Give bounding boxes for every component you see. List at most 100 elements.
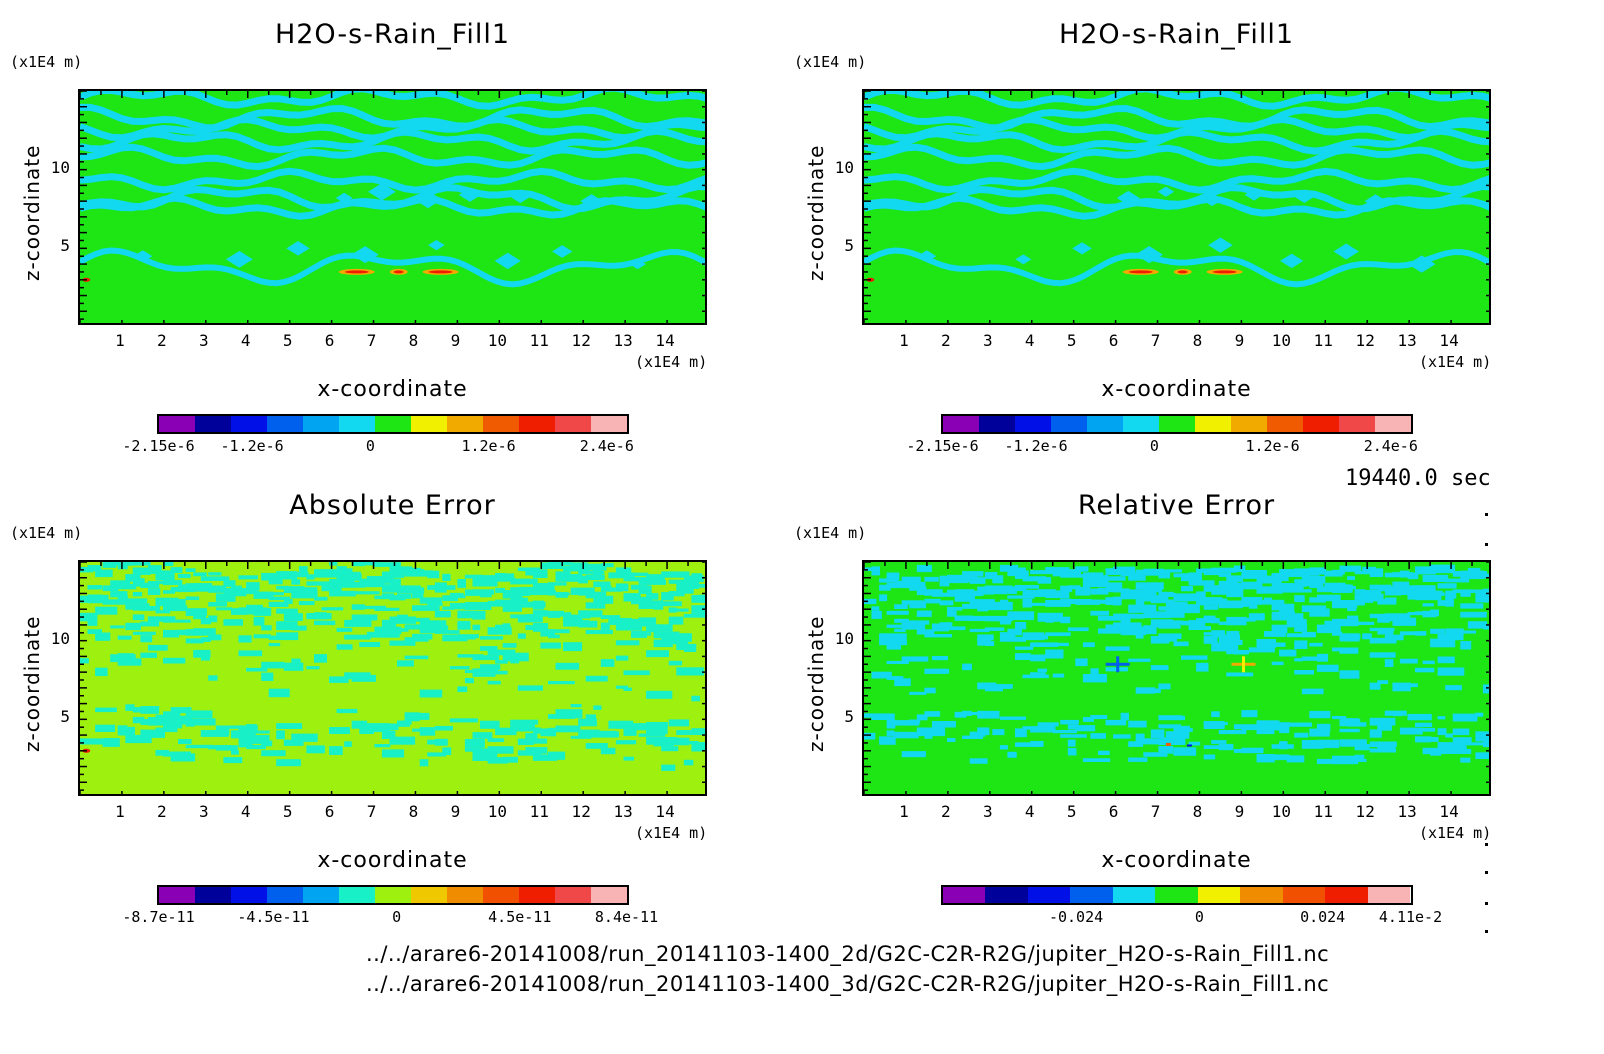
contour-patch [578, 570, 605, 575]
contour-patch [999, 684, 1011, 689]
contour-patch [1452, 737, 1472, 744]
contour-patch [1369, 637, 1397, 644]
contour-patch [1082, 758, 1111, 762]
contour-patch [1256, 599, 1285, 605]
contour-patch [359, 578, 385, 588]
contour-patch [1415, 736, 1432, 743]
contour-patch [532, 569, 548, 578]
contour-patch [984, 572, 998, 580]
contour-patch [698, 742, 705, 749]
contour-patch [1354, 744, 1370, 751]
contour-patch [117, 563, 128, 570]
contour-patch [419, 620, 447, 628]
contour-patch [510, 660, 520, 664]
x-tick-label: 1 [115, 331, 125, 350]
contour-patch [163, 579, 183, 586]
colorbar-tick-label: 0 [1194, 908, 1204, 926]
colorbar-segment [338, 887, 375, 903]
contour-patch [646, 737, 657, 745]
contour-patch [133, 250, 153, 263]
contour-patch [886, 572, 900, 581]
contour-patch [117, 635, 132, 640]
contour-patch [1339, 602, 1365, 606]
contour-patch [1452, 745, 1467, 754]
contour-patch [1271, 624, 1288, 633]
contour-patch [1015, 622, 1027, 630]
contour-patch [397, 594, 412, 599]
contour-patch [698, 728, 705, 735]
x-tick-label: 10 [487, 331, 507, 350]
contour-patch [924, 634, 952, 638]
contour-patch [283, 662, 304, 671]
colorbar-segment [338, 416, 375, 432]
colorbar-tick-label: 2.4e-6 [579, 437, 634, 455]
x-tick-label: 6 [1108, 331, 1119, 350]
contour-patch [1082, 599, 1106, 604]
contour-patch [1460, 742, 1485, 746]
contour-patch [1211, 567, 1237, 573]
chart-title: Absolute Error [289, 490, 496, 521]
contour-patch [412, 569, 425, 575]
contour-patch [457, 610, 475, 619]
contour-patch [95, 724, 116, 732]
contour-patch [1430, 638, 1456, 648]
contour-patch [495, 727, 517, 736]
contour-patch [1362, 566, 1376, 572]
contour-patch [1377, 742, 1396, 751]
contour-patch [1264, 724, 1280, 731]
contour-patch [1218, 730, 1247, 735]
contour-patch [548, 629, 570, 634]
x-unit-label: (x1E4 m) [1419, 353, 1492, 371]
contour-band [80, 194, 705, 220]
plot-area [78, 89, 707, 325]
contour-patch [1165, 601, 1188, 610]
contour-patch [1173, 593, 1200, 602]
x-tick-label: 11 [1313, 802, 1333, 821]
contour-patch [1422, 660, 1435, 665]
contour-patch [1286, 755, 1305, 763]
y-unit-label: (x1E4 m) [10, 53, 83, 71]
contour-patch [894, 618, 909, 623]
contour-patch [600, 659, 615, 667]
x-unit-label: (x1E4 m) [635, 824, 708, 842]
contour-patch [999, 716, 1026, 720]
contour-patch [707, 744, 708, 748]
contour-patch [397, 720, 412, 725]
contour-patch [1301, 576, 1326, 584]
contour-patch [502, 623, 511, 630]
contour-patch [939, 600, 954, 606]
contour-patch [1075, 566, 1089, 572]
contour-patch [1362, 593, 1384, 602]
contour-patch [999, 636, 1027, 642]
contour-patch [1105, 646, 1130, 651]
contour-patch [1158, 746, 1174, 754]
contour-patch [286, 241, 310, 256]
contour-patch [1135, 733, 1145, 740]
contour-patch [147, 588, 161, 595]
contour-patch [1482, 684, 1489, 694]
contour-patch [1264, 631, 1286, 637]
contour-patch [608, 587, 623, 592]
contour-patch [532, 583, 555, 592]
contour-patch [427, 627, 437, 631]
contour-patch [125, 598, 148, 604]
contour-patch [1415, 631, 1427, 636]
colorbar-segment [410, 887, 447, 903]
contour-patch [992, 729, 1005, 736]
margin-dot [1485, 902, 1488, 905]
contour-patch [1294, 579, 1307, 587]
contour-patch [336, 708, 358, 714]
contour-patch [1173, 747, 1197, 756]
contour-patch [1082, 674, 1107, 683]
x-axis-label: x-coordinate [1101, 377, 1252, 402]
contour-patch [668, 633, 692, 642]
contour-band [864, 167, 1489, 194]
contour-patch [691, 605, 705, 614]
contour-patch [947, 610, 957, 617]
contour-patch [1052, 642, 1069, 647]
contour-patch [351, 604, 365, 610]
contour-patch [668, 719, 690, 727]
contour-patch [1339, 584, 1353, 593]
contour-patch [1392, 617, 1417, 626]
contour-patch [532, 738, 548, 744]
